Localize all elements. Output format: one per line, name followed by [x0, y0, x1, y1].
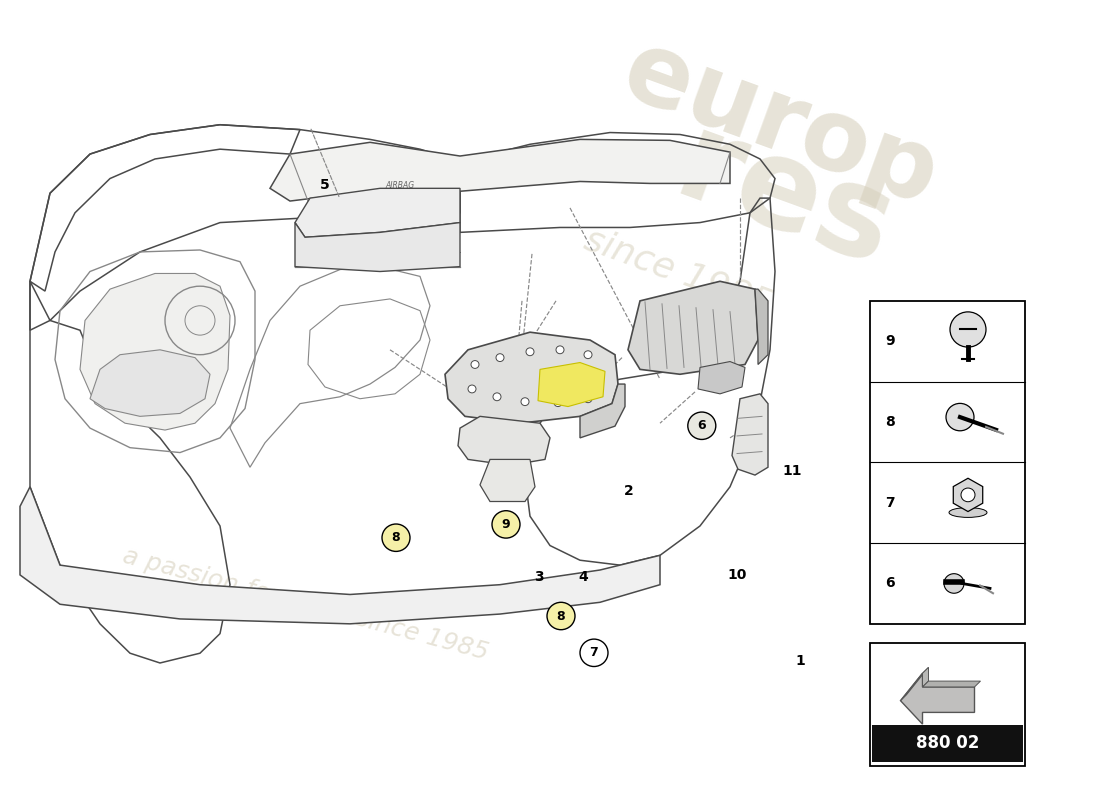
Circle shape: [961, 488, 975, 502]
Polygon shape: [580, 384, 625, 438]
Text: 7: 7: [886, 496, 894, 510]
Polygon shape: [458, 416, 550, 466]
FancyBboxPatch shape: [872, 725, 1023, 762]
Text: 2: 2: [625, 484, 634, 498]
Polygon shape: [628, 282, 758, 374]
Polygon shape: [90, 350, 210, 416]
Circle shape: [468, 385, 476, 393]
Text: 3: 3: [535, 570, 543, 584]
Text: 8: 8: [557, 610, 565, 622]
Circle shape: [547, 602, 575, 630]
Polygon shape: [901, 667, 928, 701]
Circle shape: [492, 510, 520, 538]
Text: 11: 11: [782, 464, 802, 478]
Polygon shape: [954, 478, 982, 511]
Text: 880 02: 880 02: [916, 734, 979, 752]
Polygon shape: [901, 674, 975, 724]
Polygon shape: [538, 362, 605, 406]
Circle shape: [688, 412, 716, 439]
Circle shape: [493, 393, 500, 401]
Polygon shape: [480, 459, 535, 502]
Text: 7: 7: [590, 646, 598, 659]
Circle shape: [521, 398, 529, 406]
Circle shape: [946, 403, 974, 430]
Circle shape: [584, 350, 592, 358]
Text: 8: 8: [886, 415, 895, 429]
Polygon shape: [923, 667, 928, 687]
Text: 1: 1: [796, 654, 805, 668]
Text: 4: 4: [579, 570, 587, 584]
Circle shape: [580, 639, 608, 666]
Ellipse shape: [949, 508, 987, 518]
Polygon shape: [20, 487, 660, 624]
Circle shape: [556, 346, 564, 354]
Text: 6: 6: [886, 577, 894, 590]
Circle shape: [554, 398, 562, 406]
Circle shape: [496, 354, 504, 362]
Circle shape: [950, 312, 986, 347]
Polygon shape: [270, 139, 730, 201]
Text: 6: 6: [697, 419, 706, 432]
Polygon shape: [295, 188, 460, 238]
Text: a passion for parts since 1985: a passion for parts since 1985: [120, 544, 491, 665]
Polygon shape: [732, 394, 768, 475]
Circle shape: [526, 348, 534, 356]
Polygon shape: [698, 362, 745, 394]
Polygon shape: [80, 274, 230, 430]
Text: 9: 9: [886, 334, 894, 348]
FancyBboxPatch shape: [870, 301, 1025, 624]
Text: 5: 5: [320, 178, 329, 192]
Circle shape: [584, 395, 592, 402]
Polygon shape: [446, 332, 618, 423]
Polygon shape: [923, 681, 980, 687]
Text: 9: 9: [502, 518, 510, 531]
Text: res: res: [660, 103, 909, 293]
Text: 8: 8: [392, 531, 400, 544]
FancyBboxPatch shape: [870, 643, 1025, 766]
Circle shape: [471, 361, 478, 368]
Text: 10: 10: [727, 567, 747, 582]
Polygon shape: [755, 289, 768, 365]
Circle shape: [944, 574, 964, 594]
Text: since 1985: since 1985: [580, 222, 777, 322]
Circle shape: [382, 524, 410, 551]
Text: AIRBAG: AIRBAG: [385, 181, 415, 190]
Polygon shape: [295, 222, 460, 271]
Text: europ: europ: [610, 23, 952, 226]
